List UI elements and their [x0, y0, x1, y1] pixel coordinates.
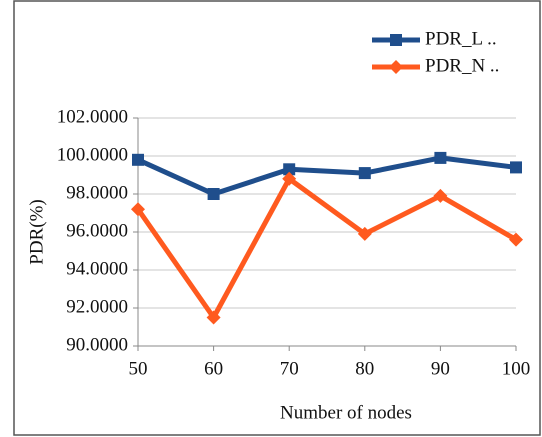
y-tick-label: 98.0000 — [66, 182, 128, 203]
y-tick-label: 94.0000 — [66, 258, 128, 279]
legend-label: PDR_N .. — [425, 55, 499, 76]
marker — [357, 226, 372, 241]
y-tick-label: 92.0000 — [66, 296, 128, 317]
marker — [434, 151, 447, 164]
y-tick-label: 102.0000 — [57, 106, 128, 127]
y-tick-label: 90.0000 — [66, 334, 128, 355]
y-tick-label: 100.0000 — [57, 144, 128, 165]
x-tick-label: 80 — [355, 358, 374, 379]
marker — [282, 171, 297, 186]
chart-frame — [13, 0, 541, 436]
marker — [433, 188, 448, 203]
x-tick-label: 60 — [204, 358, 223, 379]
marker — [510, 161, 522, 174]
x-tick-label: 100 — [502, 358, 531, 379]
marker — [132, 153, 144, 166]
legend-marker — [390, 34, 402, 46]
marker — [206, 310, 221, 325]
legend-label: PDR_L .. — [425, 28, 497, 49]
x-tick-label: 50 — [129, 358, 148, 379]
marker — [358, 167, 371, 180]
series-line — [135, 176, 518, 320]
y-axis-label: PDR(%) — [26, 199, 47, 264]
marker — [509, 232, 523, 247]
marker — [207, 188, 220, 200]
y-tick-label: 96.0000 — [66, 220, 128, 241]
marker — [131, 202, 145, 217]
legend-marker — [389, 60, 403, 74]
x-tick-label: 90 — [431, 358, 450, 379]
series-line — [136, 155, 517, 197]
x-axis-label: Number of nodes — [280, 402, 412, 423]
x-tick-label: 70 — [280, 358, 299, 379]
marker — [283, 163, 296, 176]
